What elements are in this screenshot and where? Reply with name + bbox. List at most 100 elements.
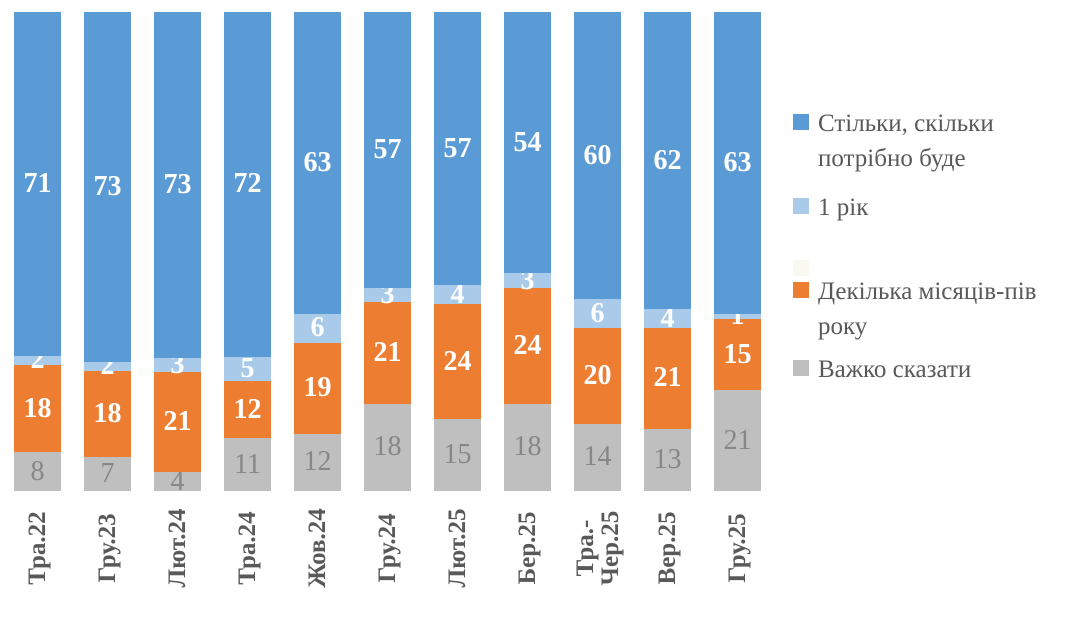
value-label: 24 <box>513 329 542 361</box>
legend-marker <box>793 360 809 376</box>
bar-segment: 13 <box>644 428 691 491</box>
value-label: 11 <box>234 448 261 480</box>
legend-item: 1 рік <box>793 190 868 225</box>
bar-segment: 21 <box>714 390 761 491</box>
bar-segment: 5 <box>224 354 271 382</box>
bar-column: 12 19 6 63 <box>294 12 341 491</box>
value-label: 21 <box>653 362 682 394</box>
bar-segment: 21 <box>154 372 201 473</box>
bar-segment: 18 <box>14 365 61 453</box>
value-label: 18 <box>93 398 122 430</box>
value-label: 72 <box>233 168 262 200</box>
value-label: 4 <box>660 302 675 334</box>
value-label: 71 <box>23 167 52 199</box>
legend-item: Стільки, скільки потрібно буде <box>793 106 994 176</box>
value-label: 13 <box>653 443 682 475</box>
value-label: 54 <box>513 126 542 158</box>
legend-marker <box>793 282 809 298</box>
value-label: 19 <box>303 372 332 404</box>
value-label: 6 <box>310 312 325 344</box>
value-label: 63 <box>303 146 332 178</box>
value-label: 18 <box>373 431 402 463</box>
legend-label: 1 рік <box>818 194 869 221</box>
bar-segment: 24 <box>434 304 481 420</box>
legend-marker <box>793 260 809 276</box>
value-label: 60 <box>583 139 612 171</box>
value-label: 12 <box>303 446 332 478</box>
bar-segment: 15 <box>434 419 481 491</box>
bar-column: 15 24 4 57 <box>434 12 481 491</box>
bar-segment: 62 <box>644 12 691 309</box>
bar-segment: 19 <box>294 342 341 434</box>
value-label: 20 <box>583 360 612 392</box>
legend-marker <box>793 114 809 130</box>
value-label: 73 <box>163 169 192 201</box>
bar-column: 11 12 5 72 <box>224 12 271 491</box>
value-label: 6 <box>590 297 605 329</box>
value-label: 62 <box>653 144 682 176</box>
bar-segment: 73 <box>84 12 131 362</box>
legend-item: Важко сказати <box>793 352 971 387</box>
bar-segment: 11 <box>224 438 271 491</box>
bar-segment: 4 <box>434 280 481 308</box>
value-label: 21 <box>723 424 752 456</box>
value-label: 73 <box>93 170 122 202</box>
value-label: 18 <box>23 392 52 424</box>
bar-column: 21 15 1 63 <box>714 12 761 491</box>
bar-segment: 63 <box>294 12 341 314</box>
legend-label: Важко сказати <box>818 356 972 383</box>
value-label: 7 <box>100 458 115 490</box>
bar-segment: 6 <box>574 297 621 329</box>
bar-segment: 57 <box>434 12 481 286</box>
value-label: 24 <box>443 345 472 377</box>
bar-segment: 60 <box>574 12 621 300</box>
bar-segment: 24 <box>504 287 551 404</box>
bar-column: 18 21 3 57 <box>364 12 411 491</box>
bar-segment: 63 <box>714 12 761 314</box>
bar-segment: 4 <box>154 467 201 495</box>
bar-segment: 57 <box>364 12 411 288</box>
bar-segment: 72 <box>224 12 271 357</box>
bar-segment: 18 <box>364 403 411 491</box>
value-label: 4 <box>450 278 465 310</box>
bar-column: 8 18 2 71 <box>14 12 61 491</box>
value-label: 12 <box>233 393 262 425</box>
bar-segment: 12 <box>224 380 271 439</box>
value-label: 8 <box>30 455 45 487</box>
bar-column: 13 21 4 62 <box>644 12 691 491</box>
bar-segment: 18 <box>504 403 551 491</box>
bar-column: 18 24 3 54 <box>504 12 551 491</box>
bar-segment: 71 <box>14 12 61 356</box>
bar-segment: 21 <box>364 302 411 404</box>
value-label: 21 <box>373 337 402 369</box>
legend-item: Декілька місяців-пів року <box>793 274 1036 344</box>
legend-marker <box>793 198 809 214</box>
value-label: 57 <box>443 132 472 164</box>
bar-segment: 8 <box>14 452 61 491</box>
bar-segment: 15 <box>714 318 761 391</box>
value-label: 14 <box>583 441 612 473</box>
value-label: 15 <box>443 439 472 471</box>
value-label: 4 <box>170 465 185 497</box>
bar-segment: 73 <box>154 12 201 359</box>
bar-column: 4 21 3 73 <box>154 12 201 495</box>
bar-segment: 6 <box>294 314 341 343</box>
legend-item <box>793 252 809 276</box>
legend-label: Декілька місяців-пів року <box>818 278 1037 340</box>
bar-segment: 4 <box>644 304 691 332</box>
bar-segment: 54 <box>504 12 551 274</box>
bar-segment: 18 <box>84 371 131 458</box>
value-label: 15 <box>723 338 752 370</box>
value-label: 18 <box>513 431 542 463</box>
bar-segment: 12 <box>294 433 341 491</box>
bar-segment: 14 <box>574 423 621 491</box>
value-label: 21 <box>163 406 192 438</box>
bar-column: 7 18 2 73 <box>84 12 131 491</box>
bar-segment: 20 <box>574 328 621 424</box>
bar-segment: 7 <box>84 457 131 491</box>
value-label: 63 <box>723 146 752 178</box>
legend-label: Стільки, скільки потрібно буде <box>818 110 994 172</box>
